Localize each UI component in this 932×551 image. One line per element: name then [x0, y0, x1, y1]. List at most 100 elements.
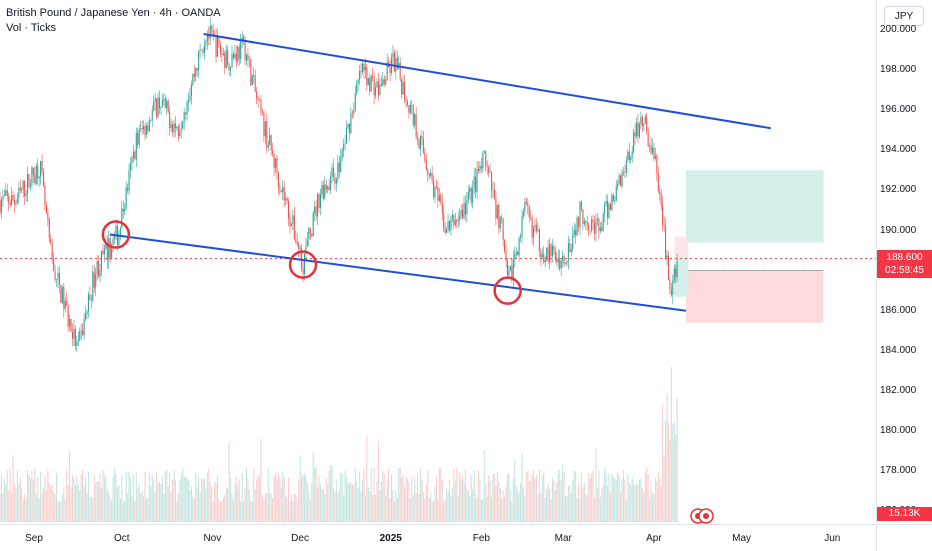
volume-bar [433, 501, 435, 522]
candle-body [546, 247, 548, 260]
volume-bar [392, 490, 394, 522]
volume-bar [45, 491, 47, 522]
volume-bar [476, 497, 478, 522]
candle-body [447, 221, 449, 230]
volume-bar [622, 470, 625, 522]
candle-body [453, 215, 455, 226]
volume-bar [234, 483, 236, 522]
volume-bar [290, 494, 292, 522]
candle-body [196, 67, 198, 71]
volume-bar [353, 484, 355, 522]
candle-body [344, 143, 346, 144]
volume-bar [595, 448, 597, 522]
volume-bar [376, 481, 378, 522]
volume-bar [143, 496, 145, 522]
chart-plot-area[interactable] [0, 0, 876, 524]
price-axis[interactable] [876, 0, 932, 524]
volume-bar [540, 492, 542, 522]
candle-body [361, 63, 364, 73]
volume-bar [266, 493, 268, 522]
volume-bar [31, 470, 33, 522]
candle-body [282, 187, 284, 192]
candle-body [182, 122, 184, 129]
volume-bar [560, 479, 562, 522]
volume-bar [447, 490, 449, 522]
candle-body [601, 227, 603, 231]
candle-body [337, 162, 339, 180]
volume-bar [99, 473, 101, 522]
candle-body [412, 105, 414, 126]
time-axis[interactable] [0, 524, 876, 551]
volume-bar [192, 495, 194, 522]
volume-bar [434, 486, 436, 522]
volume-bar [460, 479, 462, 522]
candle-body [243, 36, 245, 41]
volume-bar [608, 472, 610, 522]
volume-bar [441, 480, 443, 522]
candle-body [557, 257, 559, 263]
candle-body [306, 239, 308, 247]
volume-bar [24, 494, 26, 522]
candle-body [359, 71, 361, 80]
candle-body [141, 127, 143, 130]
indicator-label[interactable]: Vol · Ticks [6, 22, 57, 34]
volume-bar [348, 483, 350, 522]
volume-bar [377, 441, 379, 522]
candle-body [589, 231, 591, 232]
candle-body [187, 100, 190, 103]
candle-body [417, 137, 419, 140]
price-tick-label: 178.000 [880, 465, 917, 477]
candle-body [522, 211, 524, 217]
candle-body [485, 151, 487, 167]
candle-body [140, 127, 142, 130]
candle-body [556, 259, 558, 263]
volume-bar [419, 468, 422, 522]
volume-bar [232, 500, 234, 522]
candle-body [161, 100, 163, 107]
volume-bar [361, 479, 364, 522]
candle-body [433, 180, 435, 198]
candle-body [434, 186, 436, 198]
candle-body [630, 157, 632, 160]
candle-body [156, 98, 158, 117]
currency-button[interactable]: JPY [884, 6, 924, 26]
candle-body [6, 190, 8, 196]
volume-bar [121, 475, 123, 522]
candle-body [314, 206, 316, 213]
candle-body [308, 227, 310, 240]
volume-bar [89, 497, 91, 522]
volume-bar [585, 493, 587, 522]
candle-body [595, 219, 597, 234]
volume-bar [550, 499, 552, 522]
candle-body [173, 123, 175, 133]
volume-bar [296, 500, 298, 522]
candle-body [57, 272, 59, 280]
volume-bar [76, 476, 78, 522]
volume-bar [215, 482, 217, 522]
volume-bar [401, 477, 403, 522]
volume-bar [174, 479, 176, 522]
candle-body [340, 157, 342, 173]
candle-body [154, 98, 156, 102]
volume-bar [221, 500, 223, 522]
volume-bar [395, 490, 397, 522]
symbol-title[interactable]: British Pound / Japanese Yen · 4h · OAND… [6, 7, 221, 19]
volume-bar [111, 500, 113, 522]
volume-bar [186, 478, 188, 522]
candle-body [486, 166, 488, 168]
candle-body [567, 243, 569, 261]
candle-body [338, 162, 340, 173]
volume-bar [601, 488, 603, 522]
candle-body [543, 254, 545, 263]
candle-body [351, 113, 353, 114]
volume-bar [137, 488, 139, 522]
volume-bar [520, 482, 522, 522]
volume-bar [115, 473, 117, 522]
volume-bar [330, 464, 332, 522]
candle-body [25, 194, 27, 197]
volume-bar [35, 494, 37, 522]
volume-bar [245, 467, 248, 522]
candle-body [118, 234, 120, 246]
candle-body [380, 84, 382, 86]
volume-bar [240, 501, 242, 522]
